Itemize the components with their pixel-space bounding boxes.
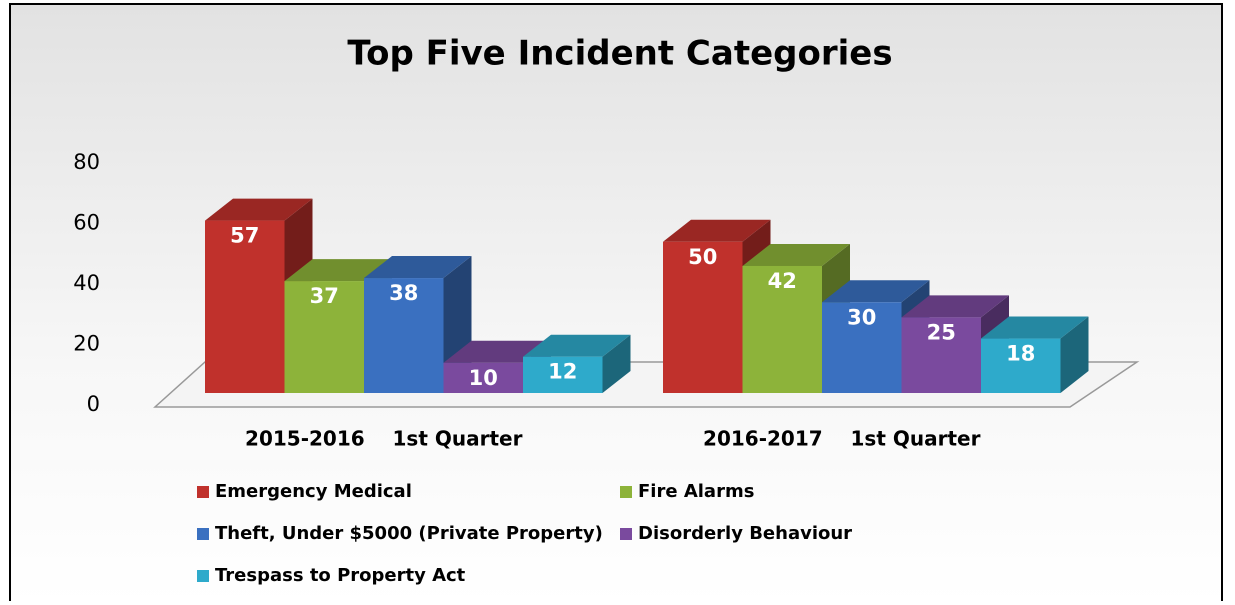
data-label: 57 [230, 224, 259, 248]
legend-label: Disorderly Behaviour [638, 523, 852, 544]
data-label: 42 [768, 269, 797, 293]
data-label: 12 [548, 360, 577, 384]
bar-top [523, 334, 631, 357]
data-label: 25 [927, 320, 956, 344]
bar [901, 317, 981, 393]
legend-swatch [197, 528, 209, 540]
chart-title: Top Five Incident Categories [347, 34, 892, 74]
y-tick-label: 80 [73, 150, 100, 174]
legend-swatch [197, 570, 209, 582]
legend-label: Trespass to Property Act [215, 565, 466, 586]
bar-side [1060, 316, 1089, 393]
bar [364, 278, 444, 393]
bar [822, 302, 902, 393]
chart-border [9, 3, 1223, 605]
data-label: 30 [847, 305, 876, 329]
bar-top [822, 280, 930, 303]
bar-top [981, 316, 1089, 339]
legend-label: Emergency Medical [215, 481, 412, 502]
legend-swatch [197, 486, 209, 498]
bar [205, 220, 285, 393]
bar-top [901, 295, 1009, 318]
y-tick-label: 60 [73, 211, 100, 235]
bar-top [205, 198, 313, 221]
data-label: 38 [389, 281, 418, 305]
x-tick-label: 2016-2017 1st Quarter [703, 427, 981, 451]
bar-top [742, 243, 850, 266]
bar-top [663, 219, 771, 242]
data-label: 10 [469, 366, 498, 390]
bar-top [364, 256, 472, 279]
bar-top [284, 259, 392, 282]
y-tick-label: 40 [73, 271, 100, 295]
data-label: 37 [310, 284, 339, 308]
legend-label: Fire Alarms [638, 481, 754, 502]
bar [663, 241, 743, 393]
bar [523, 356, 603, 393]
bar [443, 362, 523, 393]
data-label: 18 [1006, 342, 1035, 366]
legend-swatch [620, 486, 632, 498]
x-tick-label: 2015-2016 1st Quarter [245, 427, 523, 451]
data-label: 50 [688, 245, 717, 269]
bar [742, 265, 822, 393]
bar-side [602, 334, 631, 393]
legend-swatch [620, 528, 632, 540]
bar [284, 281, 364, 393]
y-tick-label: 0 [87, 392, 100, 416]
legend-label: Theft, Under $5000 (Private Property) [215, 523, 603, 544]
y-tick-label: 20 [73, 332, 100, 356]
bar [981, 338, 1061, 393]
